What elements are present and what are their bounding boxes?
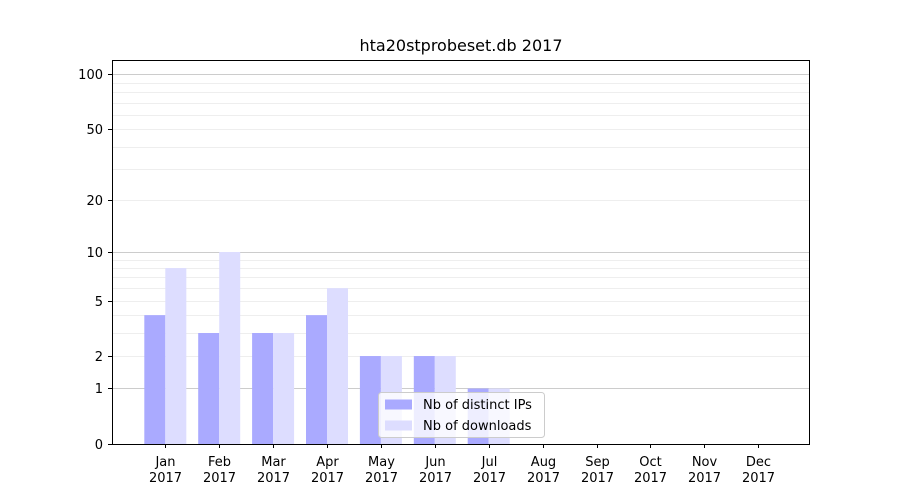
legend-box xyxy=(378,392,545,438)
x-tick-label: May 2017 xyxy=(365,455,398,486)
x-tick-label: Dec 2017 xyxy=(742,455,775,486)
y-tick-label: 0 xyxy=(95,438,103,453)
x-axis: Jan 2017 Feb 2017 Mar 2017 Apr 2017 May 2017 Jun 20… xyxy=(149,444,775,486)
bar-distinct-ips xyxy=(306,315,327,444)
bar-distinct-ips xyxy=(252,332,274,444)
y-tick-label: 100 xyxy=(78,68,103,83)
y-tick-label: 50 xyxy=(86,123,103,138)
x-tick-label: Nov 2017 xyxy=(688,455,721,486)
y-tick-label: 20 xyxy=(86,194,103,209)
y-tick-label: 2 xyxy=(95,350,103,365)
bar-downloads xyxy=(327,288,348,444)
x-tick-label: Aug 2017 xyxy=(527,455,560,486)
chart-title: hta20stprobeset.db 2017 xyxy=(359,36,562,55)
bar-downloads xyxy=(165,268,187,444)
x-tick-label: Sep 2017 xyxy=(581,455,614,486)
bar-distinct-ips xyxy=(359,356,381,444)
legend-label: Nb of distinct IPs xyxy=(423,398,532,413)
x-tick-label: Jul 2017 xyxy=(473,455,506,486)
legend: Nb of distinct IPs Nb of downloads xyxy=(378,392,545,438)
x-tick-label: Jan 2017 xyxy=(149,455,182,486)
x-tick-label: Mar 2017 xyxy=(257,455,290,486)
plot-frame xyxy=(112,60,810,445)
bar-downloads xyxy=(273,332,295,444)
legend-label: Nb of downloads xyxy=(423,419,532,434)
y-tick-label: 5 xyxy=(95,295,103,310)
legend-swatch xyxy=(385,399,412,410)
bar-downloads xyxy=(219,252,241,444)
x-tick-label: Apr 2017 xyxy=(311,455,344,486)
y-axis: 0 1 2 5 10 20 50 100 xyxy=(78,68,112,453)
y-tick-label: 10 xyxy=(86,246,103,261)
x-tick-label: Jun 2017 xyxy=(419,455,452,486)
x-tick-label: Oct 2017 xyxy=(634,455,667,486)
legend-swatch xyxy=(385,420,412,431)
y-tick-label: 1 xyxy=(95,382,103,397)
bar-distinct-ips xyxy=(198,332,220,444)
x-tick-label: Feb 2017 xyxy=(203,455,236,486)
bar-distinct-ips xyxy=(144,315,166,444)
